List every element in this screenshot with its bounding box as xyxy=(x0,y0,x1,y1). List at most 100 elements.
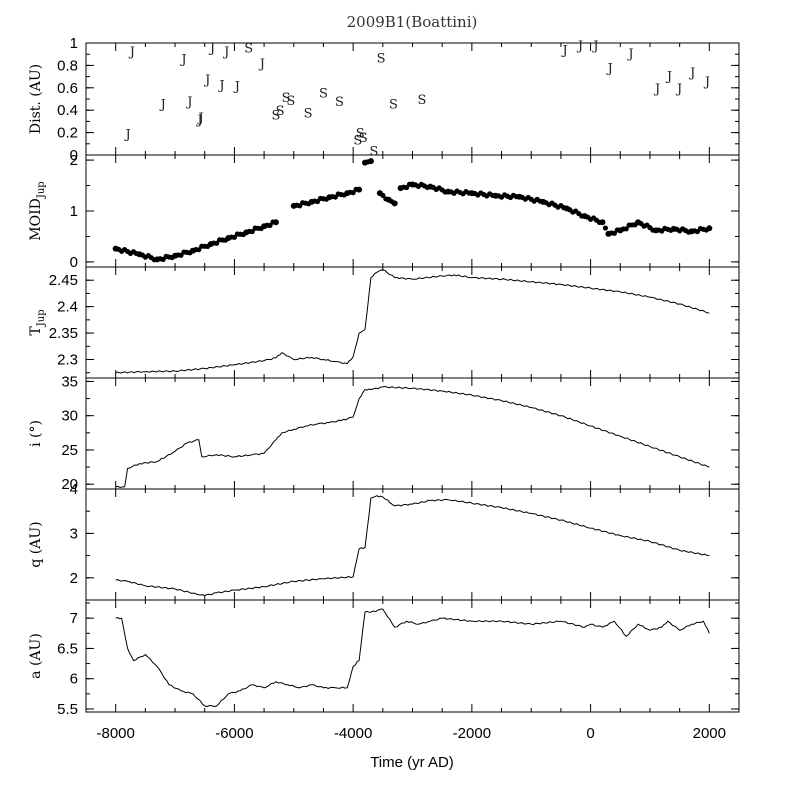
x-tick-label: -4000 xyxy=(334,725,372,742)
encounter-marker: S xyxy=(244,41,253,56)
moid-point xyxy=(380,192,386,198)
y-tick-label: 3 xyxy=(70,525,78,542)
y-tick-label: 1 xyxy=(70,203,78,220)
panel-frame xyxy=(85,266,740,379)
encounter-marker: J xyxy=(591,39,598,54)
moid-point xyxy=(706,225,713,232)
encounter-marker: J xyxy=(222,45,229,60)
encounter-marker: J xyxy=(203,73,210,88)
y-tick-label: 4 xyxy=(70,481,78,498)
encounter-marker: J xyxy=(208,41,215,56)
encounter-marker: J xyxy=(675,82,682,97)
encounter-marker: J xyxy=(576,39,583,54)
encounter-marker: S xyxy=(359,131,368,146)
y-tick-label: 0 xyxy=(70,254,78,271)
x-axis-ticks: -8000 -6000 -4000 -2000 0 2000 xyxy=(96,725,726,742)
y-tick-label: 7 xyxy=(70,610,78,627)
y-tick-label: 0 xyxy=(70,147,78,164)
encounter-marker: S xyxy=(377,52,386,67)
y-tick-label: 25 xyxy=(61,442,78,459)
encounter-marker: J xyxy=(124,128,131,143)
y-tick-label: 2.35 xyxy=(49,325,78,342)
y-tick-label: 20 xyxy=(61,476,78,493)
y-axis-label: MOIDJup xyxy=(28,181,47,240)
y-tick-label: 0.8 xyxy=(57,57,78,74)
encounter-marker: J xyxy=(626,47,633,62)
panel-q: 2 3 4 q (AU) xyxy=(28,481,740,601)
trace-a xyxy=(115,608,710,708)
panel-frame xyxy=(85,599,740,713)
encounter-marker: S xyxy=(418,93,427,108)
encounter-marker: J xyxy=(217,78,224,93)
moid-point xyxy=(214,240,220,246)
panel-incl: 20 25 30 35 i (°) xyxy=(28,373,740,493)
y-tick-label: 0.6 xyxy=(57,80,78,97)
encounter-marker: S xyxy=(319,86,328,101)
x-axis-label: Time (yr AD) xyxy=(370,754,454,771)
encounter-marker: J xyxy=(688,66,695,81)
encounter-marker: S xyxy=(304,106,313,121)
y-axis-label: i (°) xyxy=(28,420,44,447)
encounter-marker: S xyxy=(356,127,365,142)
encounter-marker: J xyxy=(185,95,192,110)
y-tick-label: 35 xyxy=(61,373,78,390)
encounter-marker: J xyxy=(179,53,186,68)
encounter-marker: J xyxy=(606,62,613,77)
x-tick-label: -8000 xyxy=(96,725,134,742)
moid-point xyxy=(599,219,606,226)
moid-point xyxy=(602,225,609,231)
moid-point xyxy=(623,226,629,232)
panel-tjup: 2.3 2.35 2.4 2.45 TJup xyxy=(28,266,740,379)
y-tick-label: 2.45 xyxy=(49,272,78,289)
moid-point xyxy=(196,247,202,253)
moid-point xyxy=(231,234,238,240)
encounter-marker: J xyxy=(233,80,240,95)
y-tick-label: 0.2 xyxy=(57,125,78,142)
panel-frame xyxy=(85,488,740,601)
y-tick-label: 30 xyxy=(61,408,78,425)
encounter-marker: S xyxy=(272,109,281,124)
encounter-marker: J xyxy=(159,97,166,112)
encounter-marker: S xyxy=(276,104,285,119)
encounter-marker: S xyxy=(282,91,291,106)
encounter-marker: J xyxy=(653,82,660,97)
encounter-marker: S xyxy=(286,94,295,109)
y-tick-label: 0.4 xyxy=(57,102,78,119)
x-tick-label: 0 xyxy=(586,725,594,742)
y-axis-label: TJup xyxy=(28,309,47,335)
y-axis-label: a (AU) xyxy=(28,633,44,679)
moid-point xyxy=(356,186,363,193)
panel-a: 5.5 6 6.5 7 a (AU) xyxy=(28,599,740,718)
encounter-marker: J xyxy=(258,57,265,72)
y-tick-label: 1 xyxy=(70,35,78,52)
moid-point xyxy=(367,158,374,165)
y-axis-label: q (AU) xyxy=(28,521,44,567)
encounter-marker: J xyxy=(703,75,710,90)
trace-incl xyxy=(115,385,710,489)
encounter-marker: S xyxy=(353,133,362,148)
encounter-marker: J xyxy=(195,113,202,128)
y-tick-label: 6.5 xyxy=(57,640,78,657)
moid-point xyxy=(249,228,255,235)
chart-title: 2009B1(Boattini) xyxy=(347,13,478,31)
y-tick-label: 2 xyxy=(70,152,78,169)
y-tick-label: 5.5 xyxy=(57,701,78,718)
encounter-marker: J xyxy=(128,45,135,60)
y-tick-label: 2.3 xyxy=(57,352,78,369)
encounter-marker: J xyxy=(560,44,567,59)
trace-q xyxy=(115,495,710,597)
y-axis-label: Dist. (AU) xyxy=(28,64,44,134)
encounter-marker: J xyxy=(665,69,672,84)
x-tick-label: 2000 xyxy=(693,725,726,742)
moid-point xyxy=(391,200,398,207)
panel-frame xyxy=(85,377,740,490)
encounter-marker: S xyxy=(369,145,378,160)
encounter-marker: J xyxy=(197,111,204,126)
x-tick-label: -6000 xyxy=(215,725,253,742)
moid-point xyxy=(272,219,279,226)
panel-moid: 0 1 2 MOIDJup xyxy=(28,152,740,271)
encounter-marker: S xyxy=(335,95,344,110)
